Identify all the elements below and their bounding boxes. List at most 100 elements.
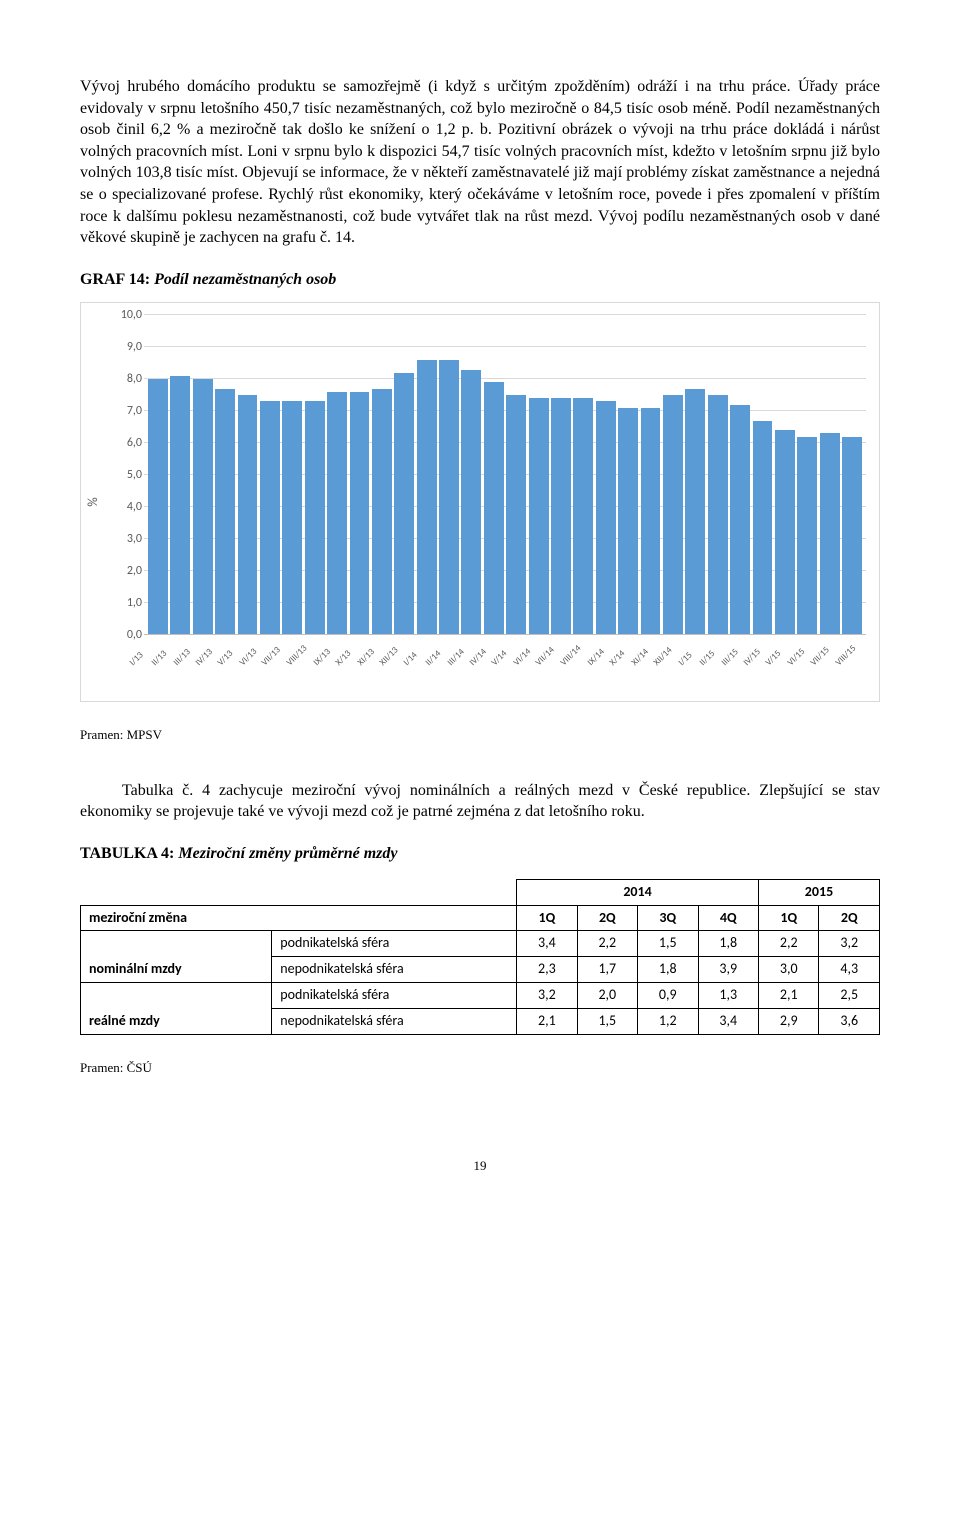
table-cell: 3,2 bbox=[819, 931, 880, 957]
y-tick-label: 5,0 bbox=[104, 467, 142, 483]
body-paragraph-2-text: Tabulka č. 4 zachycuje meziroční vývoj n… bbox=[80, 782, 880, 821]
chart-bar bbox=[193, 379, 213, 634]
table-cell: 2,0 bbox=[577, 983, 637, 1009]
chart-bar bbox=[641, 408, 661, 634]
chart-bar bbox=[350, 392, 370, 634]
table-cell: 1,8 bbox=[698, 931, 758, 957]
chart-title-label: GRAF 14: bbox=[80, 271, 150, 288]
table-quarter-header: 4Q bbox=[698, 905, 758, 931]
chart-bar bbox=[685, 389, 705, 635]
chart-bar bbox=[797, 437, 817, 635]
chart-bar bbox=[596, 401, 616, 634]
chart-bar bbox=[573, 398, 593, 634]
table-cell: 3,2 bbox=[517, 983, 577, 1009]
y-tick-label: 10,0 bbox=[104, 307, 142, 323]
chart-bar bbox=[439, 360, 459, 634]
table-row-label: podnikatelská sféra bbox=[272, 983, 517, 1009]
y-ticks: 0,01,02,03,04,05,06,07,08,09,010,0 bbox=[104, 315, 142, 635]
y-tick-label: 3,0 bbox=[104, 531, 142, 547]
chart-source: Pramen: MPSV bbox=[80, 726, 880, 744]
chart-bar bbox=[775, 430, 795, 634]
y-tick-label: 9,0 bbox=[104, 339, 142, 355]
table-quarter-header: 2Q bbox=[819, 905, 880, 931]
chart-container: % 0,01,02,03,04,05,06,07,08,09,010,0 I/1… bbox=[80, 302, 880, 702]
table-cell: 3,6 bbox=[819, 1009, 880, 1035]
table-quarter-header: 2Q bbox=[577, 905, 637, 931]
chart-bar bbox=[461, 370, 481, 635]
table-group-label: nominální mzdy bbox=[81, 931, 272, 983]
chart-bar bbox=[170, 376, 190, 634]
table-cell: 1,5 bbox=[638, 931, 698, 957]
chart-bar bbox=[282, 401, 302, 634]
chart-bar bbox=[551, 398, 571, 634]
y-tick-label: 8,0 bbox=[104, 371, 142, 387]
table-cell: 3,9 bbox=[698, 957, 758, 983]
chart-bar bbox=[529, 398, 549, 634]
chart-title-name: Podíl nezaměstnaných osob bbox=[154, 271, 336, 288]
table-cell: 2,1 bbox=[517, 1009, 577, 1035]
body-paragraph-2: Tabulka č. 4 zachycuje meziroční vývoj n… bbox=[80, 780, 880, 823]
chart-bar bbox=[753, 421, 773, 635]
chart-bar bbox=[238, 395, 258, 634]
chart-bar bbox=[148, 379, 168, 634]
y-tick-label: 1,0 bbox=[104, 595, 142, 611]
table-row-label: podnikatelská sféra bbox=[272, 931, 517, 957]
table-quarter-header: 1Q bbox=[517, 905, 577, 931]
table-quarter-header: 1Q bbox=[758, 905, 818, 931]
table-row-header: meziroční změna bbox=[81, 905, 517, 931]
chart-bar bbox=[327, 392, 347, 634]
chart-bar bbox=[260, 401, 280, 634]
table-cell: 1,2 bbox=[638, 1009, 698, 1035]
chart-bar bbox=[305, 401, 325, 634]
chart-bar bbox=[842, 437, 862, 635]
chart-plot-area: 0,01,02,03,04,05,06,07,08,09,010,0 bbox=[144, 315, 866, 635]
table-title-name: Meziroční změny průměrné mzdy bbox=[178, 845, 397, 862]
table-year-header: 2014 bbox=[517, 879, 759, 905]
y-tick-label: 4,0 bbox=[104, 499, 142, 515]
chart-bar bbox=[618, 408, 638, 634]
table-cell: 2,5 bbox=[819, 983, 880, 1009]
table-cell: 1,7 bbox=[577, 957, 637, 983]
table-cell: 1,5 bbox=[577, 1009, 637, 1035]
table-title-label: TABULKA 4: bbox=[80, 845, 174, 862]
table-cell: 2,2 bbox=[577, 931, 637, 957]
table-cell: 0,9 bbox=[638, 983, 698, 1009]
table-source: Pramen: ČSÚ bbox=[80, 1059, 880, 1077]
y-tick-label: 7,0 bbox=[104, 403, 142, 419]
table-row-label: nepodnikatelská sféra bbox=[272, 957, 517, 983]
chart-bar bbox=[730, 405, 750, 635]
table-quarter-header: 3Q bbox=[638, 905, 698, 931]
y-tick-label: 2,0 bbox=[104, 563, 142, 579]
table-year-header: 2015 bbox=[758, 879, 879, 905]
table-cell: 2,2 bbox=[758, 931, 818, 957]
table-cell: 2,9 bbox=[758, 1009, 818, 1035]
chart-bar bbox=[506, 395, 526, 634]
chart-bar bbox=[417, 360, 437, 634]
table-cell: 3,0 bbox=[758, 957, 818, 983]
table-group-label: reálné mzdy bbox=[81, 983, 272, 1035]
chart-bar bbox=[215, 389, 235, 635]
table-row-label: nepodnikatelská sféra bbox=[272, 1009, 517, 1035]
body-paragraph-1: Vývoj hrubého domácího produktu se samoz… bbox=[80, 76, 880, 249]
chart-bar bbox=[484, 382, 504, 634]
chart-bar bbox=[394, 373, 414, 635]
chart-bar bbox=[820, 433, 840, 634]
chart-bars bbox=[144, 315, 866, 635]
table-cell: 1,3 bbox=[698, 983, 758, 1009]
table-cell: 1,8 bbox=[638, 957, 698, 983]
table-cell: 3,4 bbox=[517, 931, 577, 957]
table-title: TABULKA 4: Meziroční změny průměrné mzdy bbox=[80, 843, 880, 865]
chart-title: GRAF 14: Podíl nezaměstnaných osob bbox=[80, 269, 880, 291]
x-axis-labels: I/13II/13III/13IV/13V/13VI/13VII/13VIII/… bbox=[136, 639, 874, 697]
chart-bar bbox=[663, 395, 683, 634]
data-table: 20142015meziroční změna1Q2Q3Q4Q1Q2Qnomin… bbox=[80, 879, 880, 1035]
y-axis-label: % bbox=[85, 498, 103, 507]
table-cell: 2,3 bbox=[517, 957, 577, 983]
y-tick-label: 6,0 bbox=[104, 435, 142, 451]
table-cell: 4,3 bbox=[819, 957, 880, 983]
page-number: 19 bbox=[80, 1157, 880, 1175]
table-cell: 3,4 bbox=[698, 1009, 758, 1035]
table-cell: 2,1 bbox=[758, 983, 818, 1009]
chart-bar bbox=[372, 389, 392, 635]
chart-bar bbox=[708, 395, 728, 634]
